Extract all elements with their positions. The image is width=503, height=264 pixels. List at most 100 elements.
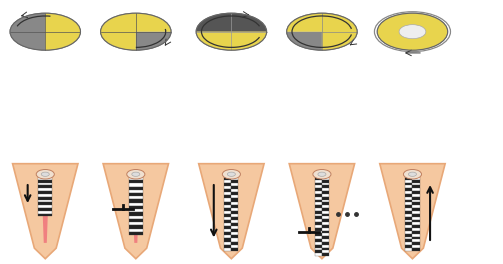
Bar <box>224 214 231 217</box>
Bar <box>322 211 329 214</box>
Bar <box>322 233 329 236</box>
Circle shape <box>399 25 426 39</box>
Bar <box>315 242 322 245</box>
Bar <box>38 202 52 205</box>
Bar <box>231 180 238 183</box>
Bar <box>224 189 231 192</box>
Bar <box>322 225 329 228</box>
Bar <box>231 235 238 238</box>
Circle shape <box>313 169 331 179</box>
Bar <box>412 248 420 251</box>
Circle shape <box>227 172 235 176</box>
Bar <box>231 232 238 235</box>
Bar <box>405 231 412 234</box>
Bar <box>315 251 322 253</box>
Bar <box>322 251 329 253</box>
Wedge shape <box>287 32 322 50</box>
Circle shape <box>318 172 326 176</box>
Bar <box>231 195 238 199</box>
Polygon shape <box>227 174 235 243</box>
Bar <box>129 212 143 216</box>
Bar <box>38 194 52 197</box>
Bar <box>38 180 52 182</box>
Bar <box>231 199 238 201</box>
Bar <box>322 245 329 248</box>
Bar <box>315 191 322 194</box>
Circle shape <box>36 169 54 179</box>
Bar <box>405 194 412 197</box>
Bar <box>315 233 322 236</box>
Bar <box>224 211 231 214</box>
Bar <box>405 234 412 237</box>
Bar <box>224 201 231 205</box>
Bar <box>224 177 231 180</box>
Bar <box>322 248 329 251</box>
Bar <box>315 208 322 211</box>
Polygon shape <box>380 164 445 259</box>
Bar <box>315 200 322 202</box>
Bar <box>231 217 238 220</box>
Bar <box>405 180 412 183</box>
Bar <box>412 194 420 197</box>
Bar <box>405 205 412 208</box>
Bar <box>231 223 238 226</box>
Bar <box>315 202 322 205</box>
Bar <box>129 193 143 196</box>
Bar <box>322 197 329 200</box>
Bar <box>38 214 52 216</box>
Bar <box>412 237 420 239</box>
Bar <box>224 238 231 242</box>
Bar <box>224 248 231 251</box>
Bar <box>322 188 329 191</box>
Bar <box>405 214 412 217</box>
Bar <box>405 239 412 242</box>
Bar <box>224 242 231 245</box>
Bar <box>412 225 420 228</box>
Bar <box>315 205 322 208</box>
Bar <box>231 226 238 229</box>
Bar <box>405 245 412 248</box>
Bar <box>315 231 322 233</box>
Circle shape <box>41 172 49 176</box>
Bar <box>412 234 420 237</box>
Bar <box>231 205 238 208</box>
Bar <box>38 211 52 214</box>
Bar <box>322 214 329 216</box>
Bar <box>315 197 322 200</box>
Bar <box>129 232 143 235</box>
Bar <box>129 203 143 206</box>
Bar <box>38 191 52 194</box>
Bar <box>315 177 322 180</box>
Bar <box>129 183 143 187</box>
Bar <box>405 185 412 188</box>
Bar <box>412 185 420 188</box>
Bar <box>224 199 231 201</box>
Bar <box>231 220 238 223</box>
Bar <box>315 236 322 239</box>
Polygon shape <box>41 174 49 243</box>
Bar <box>224 208 231 211</box>
Bar <box>322 236 329 239</box>
Bar <box>129 177 143 180</box>
Bar <box>412 205 420 208</box>
Bar <box>129 196 143 200</box>
Bar <box>412 183 420 185</box>
Bar <box>405 177 412 180</box>
Bar <box>322 219 329 222</box>
Bar <box>412 220 420 222</box>
Bar <box>224 232 231 235</box>
Bar <box>224 205 231 208</box>
Bar <box>405 222 412 225</box>
Bar <box>405 228 412 231</box>
Bar <box>224 180 231 183</box>
Bar <box>315 188 322 191</box>
Bar <box>405 183 412 185</box>
Bar <box>129 216 143 219</box>
Bar <box>224 223 231 226</box>
Circle shape <box>101 13 171 50</box>
Circle shape <box>403 169 422 179</box>
Wedge shape <box>377 13 448 50</box>
Bar <box>315 211 322 214</box>
Bar <box>412 202 420 205</box>
Circle shape <box>408 172 416 176</box>
